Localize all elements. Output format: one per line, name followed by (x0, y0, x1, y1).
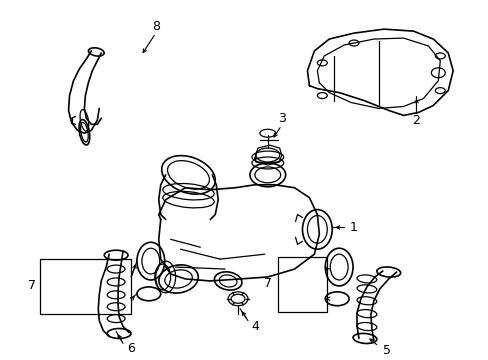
Bar (277, 257, 326, 312)
Text: 5: 5 (382, 344, 390, 357)
Text: 7: 7 (263, 278, 271, 291)
Text: 2: 2 (412, 114, 420, 127)
Text: 7: 7 (28, 279, 36, 292)
Text: 6: 6 (127, 342, 135, 355)
Text: 1: 1 (349, 221, 357, 234)
Bar (40, 259, 131, 314)
Text: 8: 8 (151, 20, 160, 33)
Text: 3: 3 (277, 112, 285, 125)
Text: 4: 4 (250, 320, 258, 333)
